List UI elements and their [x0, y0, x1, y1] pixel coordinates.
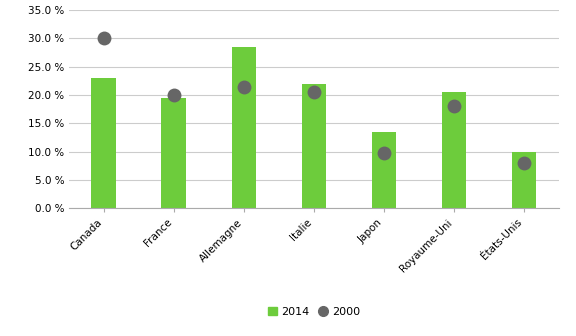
Bar — [442, 92, 467, 208]
Bar — [161, 98, 186, 208]
Point — [449, 104, 458, 109]
Point — [169, 92, 179, 98]
Bar — [232, 47, 256, 208]
Point — [380, 150, 389, 156]
Bar — [512, 152, 536, 208]
Bar — [302, 84, 326, 208]
Bar — [92, 78, 116, 208]
Point — [520, 160, 529, 166]
Point — [239, 84, 248, 89]
Point — [309, 89, 319, 95]
Bar — [372, 132, 396, 208]
Point — [99, 36, 108, 41]
Legend: 2014, 2000: 2014, 2000 — [263, 303, 365, 322]
